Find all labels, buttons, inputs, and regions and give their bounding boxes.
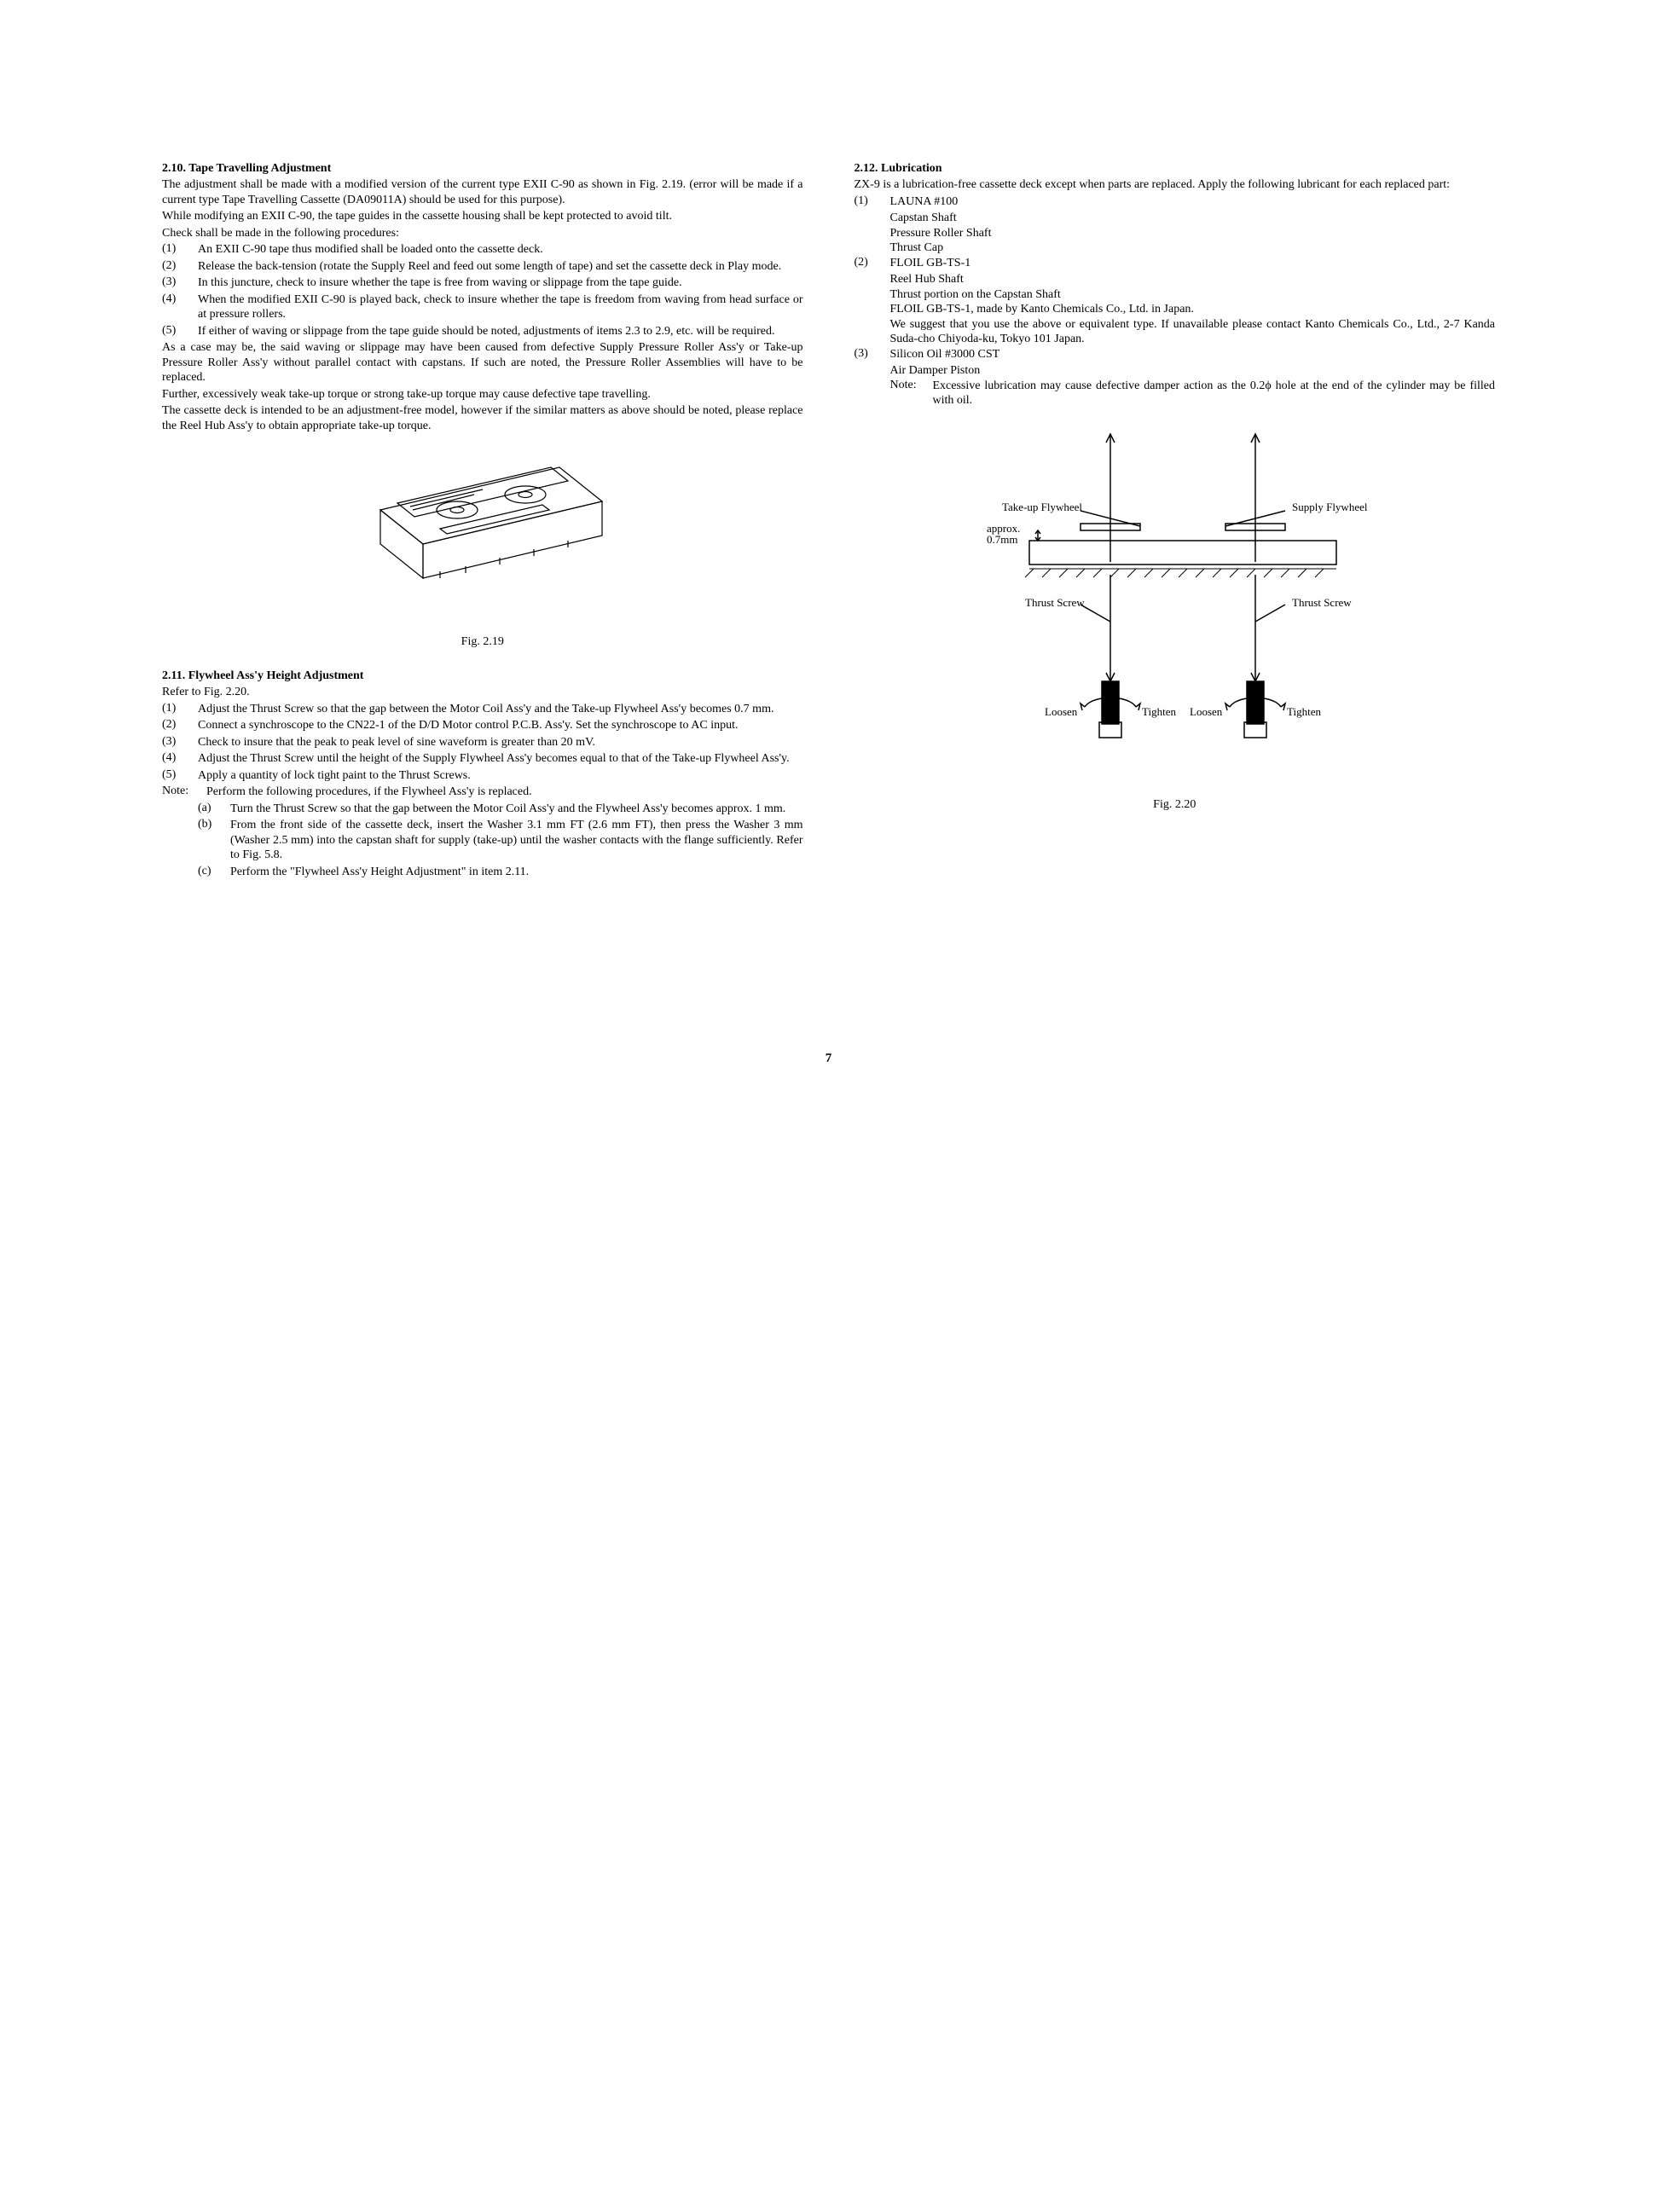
sub-item: (a) Turn the Thrust Screw so that the ga… — [198, 802, 803, 817]
fig-220-caption: Fig. 2.20 — [855, 798, 1496, 812]
section-212-title: 2.12. Lubrication — [855, 162, 1496, 176]
indent-line: Pressure Roller Shaft — [890, 226, 1496, 241]
sub-body: Perform the "Flywheel Ass'y Height Adjus… — [230, 865, 803, 880]
label-supply: Supply Flywheel — [1292, 501, 1368, 513]
list-body: Check to insure that the peak to peak le… — [198, 735, 803, 750]
note-label: Note: — [890, 379, 926, 408]
note-line: Note: Perform the following procedures, … — [162, 785, 803, 800]
note-body: Excessive lubrication may cause defectiv… — [933, 379, 1496, 408]
sub-item: (b) From the front side of the cassette … — [198, 818, 803, 863]
page-number: 7 — [162, 1051, 1495, 1066]
indent-line: Capstan Shaft — [890, 211, 1496, 226]
list-num: (5) — [162, 324, 189, 339]
list-item: (4) Adjust the Thrust Screw until the he… — [162, 751, 803, 767]
list-item: (5) If either of waving or slippage from… — [162, 324, 803, 339]
list-body: When the modified EXII C-90 is played ba… — [198, 292, 803, 322]
list-num: (1) — [855, 194, 882, 210]
list-item: (5) Apply a quantity of lock tight paint… — [162, 768, 803, 784]
label-loosen-l: Loosen — [1045, 705, 1078, 718]
note-body: Perform the following procedures, if the… — [206, 785, 803, 800]
note-line: Note: Excessive lubrication may cause de… — [890, 379, 1496, 408]
para-210-1: The adjustment shall be made with a modi… — [162, 177, 803, 207]
list-body: Adjust the Thrust Screw until the height… — [198, 751, 803, 767]
note-label: Note: — [162, 785, 198, 800]
figure-220: Take-up Flywheel Supply Flywheel approx.… — [855, 426, 1496, 788]
section-210-title: 2.10. Tape Travelling Adjustment — [162, 162, 803, 176]
label-loosen-r: Loosen — [1190, 705, 1223, 718]
list-num: (5) — [162, 768, 189, 784]
para-210-4: As a case may be, the said waving or sli… — [162, 340, 803, 385]
indent-para: FLOIL GB-TS-1, made by Kanto Chemicals C… — [890, 302, 1496, 317]
right-column: 2.12. Lubrication ZX-9 is a lubrication-… — [855, 162, 1496, 881]
list-item: (4) When the modified EXII C-90 is playe… — [162, 292, 803, 322]
indent-line: Thrust portion on the Capstan Shaft — [890, 287, 1496, 303]
list-num: (4) — [162, 751, 189, 767]
label-thrust-r: Thrust Screw — [1292, 596, 1352, 609]
list-num: (2) — [162, 259, 189, 275]
list-body: If either of waving or slippage from the… — [198, 324, 803, 339]
list-num: (2) — [162, 718, 189, 733]
list-body: Apply a quantity of lock tight paint to … — [198, 768, 803, 784]
list-body: LAUNA #100 — [890, 194, 1496, 210]
section-211-title: 2.11. Flywheel Ass'y Height Adjustment — [162, 669, 803, 683]
para-210-6: The cassette deck is intended to be an a… — [162, 403, 803, 433]
list-body: Adjust the Thrust Screw so that the gap … — [198, 702, 803, 717]
indent-line: Thrust Cap — [890, 240, 1496, 256]
list-item: (2) FLOIL GB-TS-1 — [855, 256, 1496, 271]
label-takeup: Take-up Flywheel — [1002, 501, 1082, 513]
list-item: (2) Connect a synchroscope to the CN22-1… — [162, 718, 803, 733]
para-210-5: Further, excessively weak take-up torque… — [162, 387, 803, 402]
label-tighten-l: Tighten — [1142, 705, 1176, 718]
list-item: (1) Adjust the Thrust Screw so that the … — [162, 702, 803, 717]
label-tighten-r: Tighten — [1287, 705, 1321, 718]
sub-num: (c) — [198, 865, 222, 880]
list-num: (1) — [162, 242, 189, 258]
figure-219 — [162, 450, 803, 625]
para-210-2: While modifying an EXII C-90, the tape g… — [162, 209, 803, 224]
list-body: Release the back-tension (rotate the Sup… — [198, 259, 803, 275]
list-item: (3) In this juncture, check to insure wh… — [162, 275, 803, 291]
list-num: (3) — [162, 275, 189, 291]
sub-item: (c) Perform the "Flywheel Ass'y Height A… — [198, 865, 803, 880]
para-210-3: Check shall be made in the following pro… — [162, 226, 803, 241]
sub-num: (b) — [198, 818, 222, 863]
indent-line: Reel Hub Shaft — [890, 272, 1496, 287]
sub-body: From the front side of the cassette deck… — [230, 818, 803, 863]
list-item: (1) An EXII C-90 tape thus modified shal… — [162, 242, 803, 258]
left-column: 2.10. Tape Travelling Adjustment The adj… — [162, 162, 803, 881]
list-num: (2) — [855, 256, 882, 271]
label-07mm: 0.7mm — [987, 533, 1017, 546]
sub-body: Turn the Thrust Screw so that the gap be… — [230, 802, 803, 817]
two-column-layout: 2.10. Tape Travelling Adjustment The adj… — [162, 162, 1495, 881]
list-item: (2) Release the back-tension (rotate the… — [162, 259, 803, 275]
para-212-intro: ZX-9 is a lubrication-free cassette deck… — [855, 177, 1496, 193]
list-item: (3) Check to insure that the peak to pea… — [162, 735, 803, 750]
list-body: An EXII C-90 tape thus modified shall be… — [198, 242, 803, 258]
label-thrust-l: Thrust Screw — [1025, 596, 1085, 609]
list-num: (4) — [162, 292, 189, 322]
list-item: (3) Silicon Oil #3000 CST — [855, 347, 1496, 362]
list-num: (1) — [162, 702, 189, 717]
list-item: (1) LAUNA #100 — [855, 194, 1496, 210]
list-num: (3) — [162, 735, 189, 750]
list-body: In this juncture, check to insure whethe… — [198, 275, 803, 291]
indent-line: Air Damper Piston — [890, 363, 1496, 379]
para-211-intro: Refer to Fig. 2.20. — [162, 685, 803, 700]
list-body: FLOIL GB-TS-1 — [890, 256, 1496, 271]
fig-219-caption: Fig. 2.19 — [162, 635, 803, 649]
list-num: (3) — [855, 347, 882, 362]
sub-num: (a) — [198, 802, 222, 817]
list-body: Connect a synchroscope to the CN22-1 of … — [198, 718, 803, 733]
indent-para: We suggest that you use the above or equ… — [890, 317, 1496, 347]
list-body: Silicon Oil #3000 CST — [890, 347, 1496, 362]
